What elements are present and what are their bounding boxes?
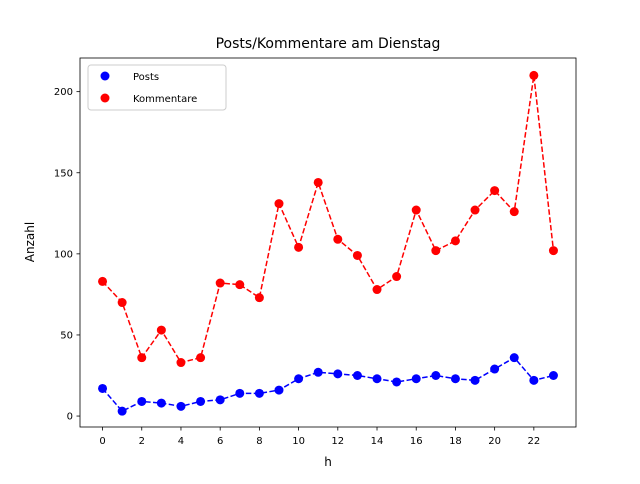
x-tick-label: 22 (527, 436, 540, 447)
data-point-kommentare (98, 276, 108, 286)
x-tick-label: 8 (256, 436, 262, 447)
x-tick-label: 12 (331, 436, 344, 447)
data-point-posts (176, 401, 186, 411)
data-point-posts (470, 375, 480, 385)
data-point-posts (392, 377, 402, 387)
data-point-posts (548, 371, 558, 381)
data-point-kommentare (254, 293, 264, 303)
data-point-posts (137, 396, 147, 406)
data-point-posts (352, 371, 362, 381)
y-axis-label: Anzahl (23, 222, 37, 262)
data-point-kommentare (235, 280, 245, 290)
data-point-posts (215, 395, 225, 405)
data-point-posts (98, 383, 108, 393)
legend-label-posts: Posts (133, 72, 159, 83)
data-point-posts (196, 396, 206, 406)
data-point-posts (274, 385, 284, 395)
data-point-posts (490, 364, 500, 374)
data-point-kommentare (313, 177, 323, 187)
x-tick-label: 6 (217, 436, 223, 447)
x-tick-label: 16 (410, 436, 423, 447)
y-tick-label: 150 (54, 168, 73, 179)
data-point-posts (509, 353, 519, 363)
data-point-posts (254, 388, 264, 398)
x-tick-label: 20 (488, 436, 501, 447)
data-point-kommentare (274, 199, 284, 209)
data-point-kommentare (450, 236, 460, 246)
data-point-kommentare (117, 298, 127, 308)
data-point-kommentare (548, 246, 558, 256)
data-point-kommentare (431, 246, 441, 256)
legend: Posts Kommentare (87, 64, 227, 111)
data-point-kommentare (392, 272, 402, 282)
legend-marker-kommentare (100, 93, 110, 103)
data-point-posts (411, 374, 421, 384)
data-point-posts (156, 398, 166, 408)
data-point-kommentare (156, 325, 166, 335)
y-tick-label: 0 (67, 412, 73, 423)
axes-frame (79, 57, 577, 428)
data-point-kommentare (411, 205, 421, 215)
plot-area: 0 2 4 6 8 10 12 14 16 18 20 22 0 50 100 150 200 (54, 57, 577, 447)
data-point-posts (294, 374, 304, 384)
data-point-kommentare (215, 278, 225, 288)
data-point-posts (529, 375, 539, 385)
data-point-posts (372, 374, 382, 384)
x-tick-label: 2 (139, 436, 145, 447)
x-tick-label: 4 (178, 436, 184, 447)
data-point-kommentare (490, 186, 500, 196)
data-point-posts (235, 388, 245, 398)
data-point-kommentare (333, 234, 343, 244)
data-point-kommentare (294, 242, 304, 252)
data-point-kommentare (352, 250, 362, 260)
legend-label-kommentare: Kommentare (133, 94, 197, 105)
x-axis-label: h (324, 455, 332, 469)
data-point-posts (431, 371, 441, 381)
data-point-posts (117, 406, 127, 416)
data-point-kommentare (372, 285, 382, 295)
data-point-kommentare (509, 207, 519, 217)
x-tick-label: 0 (99, 436, 105, 447)
x-tick-label: 14 (371, 436, 384, 447)
y-tick-label: 200 (54, 87, 73, 98)
data-point-posts (313, 367, 323, 377)
data-point-kommentare (176, 358, 186, 368)
data-point-kommentare (470, 205, 480, 215)
legend-box (87, 64, 227, 111)
data-point-kommentare (196, 353, 206, 363)
chart-title: Posts/Kommentare am Dienstag (216, 36, 441, 52)
x-tick-label: 18 (449, 436, 462, 447)
data-point-kommentare (137, 353, 147, 363)
data-point-kommentare (529, 70, 539, 80)
series-line-kommentare (101, 75, 555, 364)
x-tick-label: 10 (292, 436, 305, 447)
y-tick-label: 100 (54, 249, 73, 260)
data-point-posts (450, 374, 460, 384)
y-tick-label: 50 (60, 330, 73, 341)
legend-marker-posts (100, 71, 110, 81)
data-point-posts (333, 369, 343, 379)
